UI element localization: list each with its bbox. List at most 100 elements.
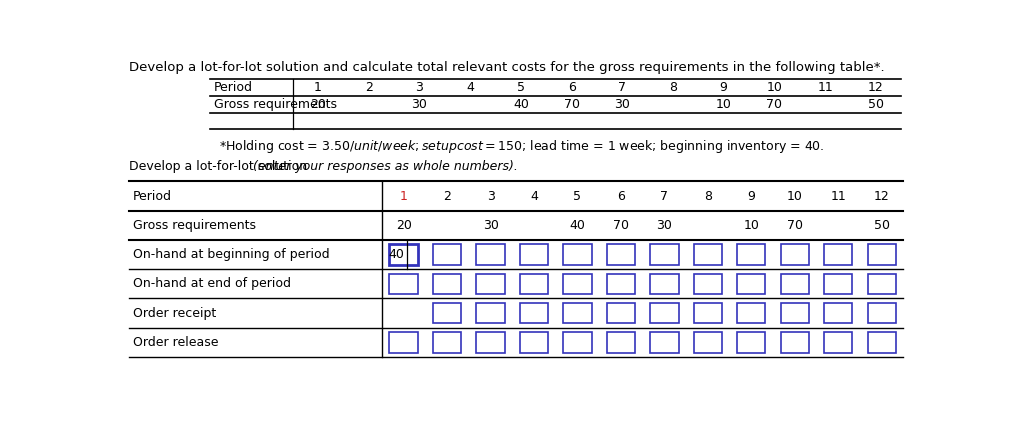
Text: 12: 12 <box>868 81 884 94</box>
Bar <box>563 303 591 323</box>
Text: 10: 10 <box>787 190 803 203</box>
Text: 40: 40 <box>513 98 529 111</box>
Bar <box>520 273 548 294</box>
Bar <box>433 244 461 265</box>
Text: 10: 10 <box>715 98 732 111</box>
Bar <box>781 332 809 352</box>
Bar <box>389 244 418 265</box>
Bar <box>606 332 635 352</box>
Text: 50: 50 <box>874 219 890 232</box>
Text: 9: 9 <box>748 190 756 203</box>
Text: Develop a lot-for-lot solution and calculate total relevant costs for the gross : Develop a lot-for-lot solution and calcu… <box>129 61 885 74</box>
Text: 5: 5 <box>573 190 581 203</box>
Text: (enter your responses as whole numbers).: (enter your responses as whole numbers). <box>253 160 518 173</box>
Text: 7: 7 <box>661 190 668 203</box>
Text: On-hand at end of period: On-hand at end of period <box>133 277 292 290</box>
Bar <box>694 244 722 265</box>
Bar <box>563 332 591 352</box>
Bar <box>606 244 635 265</box>
Bar <box>824 244 853 265</box>
Text: 30: 30 <box>614 98 631 111</box>
Text: 40: 40 <box>569 219 585 232</box>
Bar <box>694 303 722 323</box>
Text: 6: 6 <box>568 81 575 94</box>
Bar <box>476 332 504 352</box>
Text: 1: 1 <box>400 190 408 203</box>
Text: Develop a lot-for-lot solution: Develop a lot-for-lot solution <box>129 160 312 173</box>
Text: 11: 11 <box>830 190 847 203</box>
Text: 50: 50 <box>868 98 884 111</box>
Text: 10: 10 <box>767 81 782 94</box>
Bar <box>868 273 896 294</box>
Bar <box>781 244 809 265</box>
Bar <box>476 303 504 323</box>
Bar <box>433 332 461 352</box>
Bar <box>476 244 504 265</box>
Bar <box>781 303 809 323</box>
Text: Gross requirements: Gross requirements <box>214 98 337 111</box>
Bar <box>650 244 678 265</box>
Bar <box>650 303 678 323</box>
Bar <box>520 303 548 323</box>
Bar <box>738 332 766 352</box>
Text: 12: 12 <box>874 190 890 203</box>
Bar <box>563 273 591 294</box>
Text: 70: 70 <box>612 219 629 232</box>
Text: 6: 6 <box>616 190 625 203</box>
Bar <box>824 273 853 294</box>
Text: *Holding cost = $3.50/unit/week; setup cost = $150; lead time = 1 week; beginnin: *Holding cost = $3.50/unit/week; setup c… <box>219 138 824 155</box>
Text: 3: 3 <box>416 81 424 94</box>
Text: Order release: Order release <box>133 336 219 349</box>
Text: Period: Period <box>133 190 173 203</box>
Bar <box>694 273 722 294</box>
Text: 8: 8 <box>704 190 712 203</box>
Bar <box>606 303 635 323</box>
Bar <box>476 273 504 294</box>
Bar <box>520 332 548 352</box>
Text: 8: 8 <box>669 81 677 94</box>
Bar <box>389 273 418 294</box>
Bar <box>433 273 461 294</box>
Text: 2: 2 <box>443 190 451 203</box>
Bar <box>606 273 635 294</box>
Bar <box>433 303 461 323</box>
Bar <box>738 303 766 323</box>
Text: 11: 11 <box>817 81 833 94</box>
Bar <box>650 332 678 352</box>
Bar <box>694 332 722 352</box>
Text: 30: 30 <box>412 98 428 111</box>
Text: 2: 2 <box>365 81 372 94</box>
Text: Order receipt: Order receipt <box>133 306 216 319</box>
Bar <box>868 303 896 323</box>
Text: 10: 10 <box>744 219 759 232</box>
Text: 4: 4 <box>466 81 474 94</box>
Text: 9: 9 <box>719 81 727 94</box>
Text: 7: 7 <box>619 81 627 94</box>
Bar <box>738 244 766 265</box>
Bar <box>389 332 418 352</box>
Bar <box>868 332 896 352</box>
Text: 20: 20 <box>310 98 326 111</box>
Bar <box>868 244 896 265</box>
Text: 70: 70 <box>787 219 803 232</box>
Text: 1: 1 <box>314 81 322 94</box>
Text: Period: Period <box>214 81 252 94</box>
Bar <box>824 332 853 352</box>
Text: 70: 70 <box>767 98 782 111</box>
Bar <box>824 303 853 323</box>
Text: On-hand at beginning of period: On-hand at beginning of period <box>133 248 330 261</box>
Text: 20: 20 <box>396 219 412 232</box>
Text: 40: 40 <box>388 248 405 261</box>
Bar <box>520 244 548 265</box>
Bar <box>650 273 678 294</box>
Bar <box>738 273 766 294</box>
Text: 5: 5 <box>517 81 525 94</box>
Text: 3: 3 <box>486 190 494 203</box>
Bar <box>781 273 809 294</box>
Bar <box>563 244 591 265</box>
Text: 4: 4 <box>530 190 538 203</box>
Text: 30: 30 <box>482 219 498 232</box>
Text: 30: 30 <box>657 219 672 232</box>
Text: 70: 70 <box>564 98 579 111</box>
Text: Gross requirements: Gross requirements <box>133 219 256 232</box>
